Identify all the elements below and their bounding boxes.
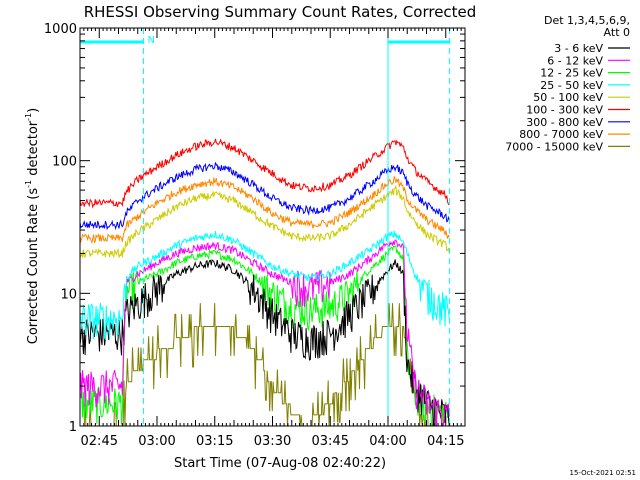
y-axis-label-mid: detector — [26, 120, 41, 180]
y-tick-label: 1 — [69, 420, 77, 435]
x-tick-label: 03:15 — [196, 434, 233, 449]
y-axis-label: Corrected Count Rate (s-1 detector-1) — [24, 108, 41, 344]
legend-label-3: 25 - 50 keV — [540, 79, 603, 92]
legend-label-0: 3 - 6 keV — [554, 42, 603, 55]
x-tick-label: 04:15 — [427, 434, 464, 449]
timestamp: 15-Oct-2021 02:51 — [570, 469, 636, 477]
legend-label-7: 800 - 7000 keV — [519, 128, 603, 141]
x-axis-label: Start Time (07-Aug-08 02:40:22) — [174, 456, 386, 471]
legend-label-8: 7000 - 15000 keV — [505, 140, 603, 153]
y-axis-label-main: Corrected Count Rate (s — [26, 188, 41, 345]
flag-label: N — [148, 35, 155, 46]
y-axis-label-end: ) — [26, 108, 41, 113]
y-axis-label-exp1: -1 — [24, 180, 33, 188]
legend-label-4: 50 - 100 keV — [533, 91, 603, 104]
legend-header-line-2: Att 0 — [604, 26, 630, 39]
x-tick-label: 03:30 — [254, 434, 291, 449]
plot-area: N — [79, 27, 466, 427]
series-line-8 — [80, 303, 450, 426]
x-tick-label: 02:45 — [81, 434, 118, 449]
legend-label-6: 300 - 800 keV — [526, 116, 603, 129]
x-tick-label: 04:00 — [369, 434, 406, 449]
x-tick-label: 03:00 — [138, 434, 175, 449]
y-tick-label: 10 — [60, 287, 77, 302]
chart-title: RHESSI Observing Summary Count Rates, Co… — [84, 3, 477, 21]
legend-label-1: 6 - 12 keV — [547, 54, 603, 67]
legend-label-2: 12 - 25 keV — [540, 67, 603, 80]
y-axis-label-exp2: -1 — [24, 113, 33, 121]
legend-header-line-1: Det 1,3,4,5,6,9, — [544, 14, 630, 27]
y-tick-label: 1000 — [44, 22, 77, 37]
x-tick-label: 03:45 — [312, 434, 349, 449]
y-tick-label: 100 — [52, 155, 77, 170]
y-axis: 1 10 100 1000 — [44, 22, 465, 435]
x-axis: 02:45 03:00 03:15 03:30 03:45 04:00 04:15 — [79, 28, 466, 449]
legend-label-5: 100 - 300 keV — [526, 104, 603, 117]
